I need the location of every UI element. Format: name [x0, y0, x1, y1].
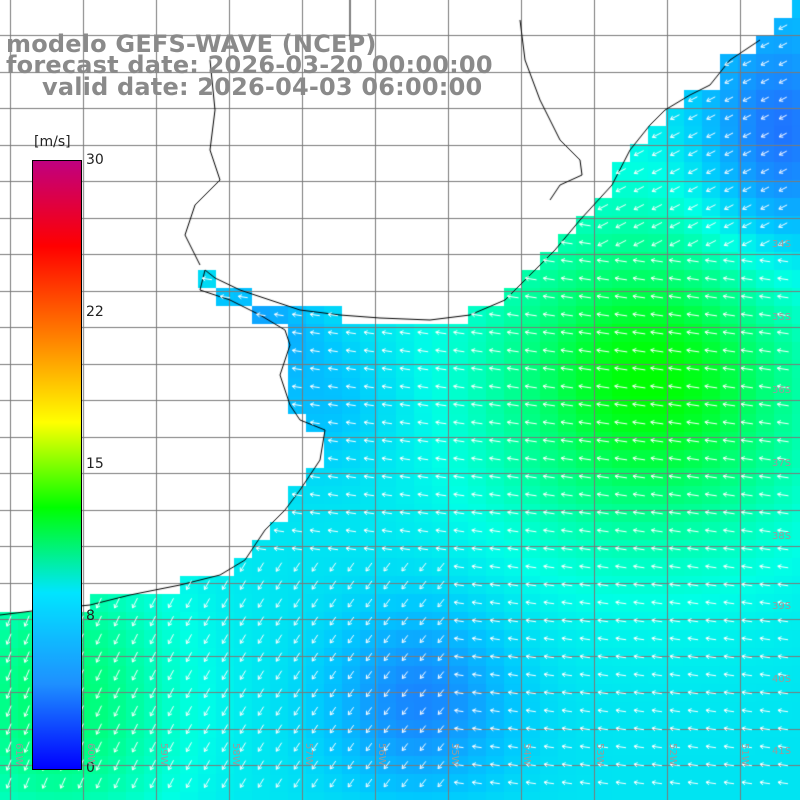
- latitude-label: 41S: [772, 746, 792, 757]
- latitude-label: 39S: [772, 601, 792, 612]
- colorbar-tick: 0: [86, 760, 95, 776]
- map-title: modelo GEFS-WAVE (NCEP): [6, 30, 377, 58]
- colorbar: [32, 160, 82, 770]
- longitude-label: 53W: [594, 743, 605, 766]
- forecast-date: forecast date: 2026-03-20 00:00:00: [6, 51, 493, 79]
- colorbar-tick: 15: [86, 456, 104, 472]
- colorbar-tick: 22: [86, 304, 104, 320]
- longitude-label: 52W: [667, 743, 678, 766]
- longitude-label: 56W: [376, 743, 387, 766]
- colorbar-tick: 8: [86, 608, 95, 624]
- longitude-label: 57W: [303, 743, 314, 766]
- longitude-label: 54W: [521, 743, 532, 766]
- longitude-label: 60W: [85, 743, 96, 766]
- latitude-label: 38S: [772, 531, 792, 542]
- latitude-label: 35S: [772, 312, 792, 323]
- longitude-label: 61W: [13, 743, 24, 766]
- latitude-label: 36S: [772, 385, 792, 396]
- latitude-label: 34S: [772, 239, 792, 250]
- colorbar-unit: [m/s]: [34, 134, 71, 150]
- longitude-label: 51W: [739, 743, 750, 766]
- latitude-label: 40S: [772, 674, 792, 685]
- longitude-label: 58W: [230, 743, 241, 766]
- valid-date: valid date: 2026-04-03 06:00:00: [42, 73, 483, 101]
- longitude-label: 55W: [449, 743, 460, 766]
- longitude-label: 59W: [158, 743, 169, 766]
- colorbar-tick: 30: [86, 152, 104, 168]
- latitude-label: 37S: [772, 458, 792, 469]
